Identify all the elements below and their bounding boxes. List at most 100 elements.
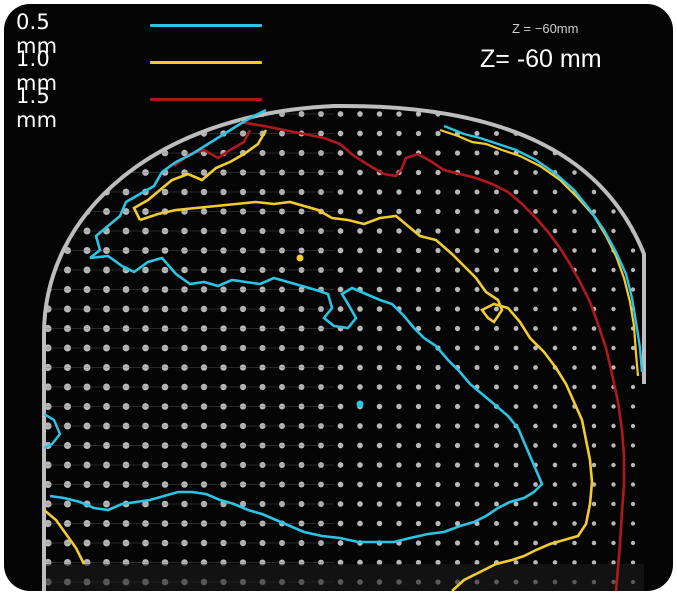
grid-dot	[454, 267, 461, 273]
grid-dot	[318, 130, 324, 137]
grid-dot	[474, 345, 480, 351]
grid-dot	[396, 403, 402, 410]
grid-dot	[396, 267, 402, 273]
grid-dot	[220, 344, 227, 352]
grid-dot	[376, 286, 383, 293]
grid-dot	[220, 110, 227, 118]
grid-dot	[357, 481, 363, 488]
grid-dot	[239, 247, 247, 254]
grid-dot	[122, 208, 130, 215]
grid-dot	[298, 111, 305, 117]
grid-dot	[513, 228, 519, 234]
grid-dot	[376, 501, 383, 507]
grid-dot	[103, 266, 110, 274]
grid-dot	[591, 462, 597, 468]
cyan-marker	[356, 400, 364, 408]
grid-dot	[239, 539, 247, 547]
grid-dot	[220, 442, 227, 449]
grid-dot	[494, 287, 499, 292]
grid-dot	[63, 480, 72, 489]
grid-dot	[415, 306, 422, 312]
grid-dot	[611, 443, 616, 448]
contour-1-5mm-top	[173, 129, 252, 168]
grid-dot	[376, 247, 383, 254]
grid-dot	[181, 500, 188, 508]
grid-dot	[552, 209, 558, 214]
grid-dot	[259, 442, 266, 449]
grid-dot	[591, 111, 597, 117]
grid-dot	[83, 188, 91, 196]
grid-dot	[533, 482, 538, 487]
grid-dot	[337, 559, 344, 566]
grid-dot	[161, 422, 169, 430]
grid-dot	[63, 129, 72, 138]
grid-dot	[591, 131, 597, 136]
grid-dot	[44, 363, 52, 372]
grid-dot	[298, 520, 305, 527]
grid-dot	[591, 540, 597, 546]
grid-dot	[200, 422, 208, 430]
grid-dot	[200, 325, 208, 332]
grid-dot	[533, 131, 538, 136]
grid-dot	[611, 540, 616, 546]
grid-dot	[513, 248, 519, 253]
grid-dot	[357, 228, 363, 234]
grid-dot	[181, 539, 188, 547]
grid-dot	[181, 305, 188, 313]
grid-dot	[572, 560, 577, 565]
grid-dot	[83, 344, 91, 352]
grid-dot	[122, 286, 130, 293]
grid-dot	[396, 111, 402, 117]
legend-label: 1.5 mm	[16, 84, 58, 132]
grid-dot	[44, 266, 52, 274]
grid-dot	[103, 520, 110, 527]
grid-dot	[454, 306, 461, 312]
contour-1-0mm-top	[132, 129, 268, 221]
grid-dot	[200, 266, 208, 274]
grid-dot	[103, 442, 110, 449]
grid-dot	[474, 462, 480, 468]
grid-dot	[494, 423, 499, 429]
grid-dot	[533, 540, 538, 546]
grid-dot	[494, 248, 499, 253]
grid-dot	[278, 266, 286, 274]
grid-dot	[474, 423, 480, 429]
grid-dot	[63, 363, 72, 372]
grid-dot	[278, 442, 286, 449]
grid-dot	[337, 150, 344, 156]
grid-dot	[278, 208, 286, 215]
grid-dot	[318, 423, 324, 429]
grid-dot	[454, 481, 461, 488]
grid-dot	[318, 325, 324, 332]
grid-dot	[259, 481, 266, 488]
grid-dot	[357, 384, 363, 390]
grid-dot	[83, 383, 91, 391]
grid-dot	[396, 520, 402, 527]
grid-dot	[239, 461, 247, 469]
grid-dot	[259, 539, 266, 547]
grid-dot	[181, 130, 188, 137]
grid-dot	[181, 461, 188, 469]
grid-dot	[318, 481, 324, 488]
grid-dot	[122, 344, 130, 352]
grid-dot	[552, 423, 558, 429]
grid-dot	[259, 403, 266, 410]
grid-dot	[611, 345, 616, 351]
grid-dot	[200, 247, 208, 254]
grid-dot	[630, 501, 636, 507]
grid-dot	[415, 208, 422, 215]
grid-dot	[513, 501, 519, 507]
grid-dot	[376, 520, 383, 527]
grid-dot	[122, 247, 130, 254]
grid-dot	[454, 286, 461, 293]
grid-dot	[513, 209, 519, 214]
grid-dot	[200, 403, 208, 410]
grid-dot	[181, 188, 188, 196]
grid-dot	[161, 266, 169, 274]
grid-dot	[513, 306, 519, 312]
grid-dot	[239, 188, 247, 196]
grid-dot	[572, 462, 577, 468]
grid-dot	[298, 169, 305, 176]
grid-dot	[474, 208, 480, 215]
grid-dot	[611, 287, 616, 292]
